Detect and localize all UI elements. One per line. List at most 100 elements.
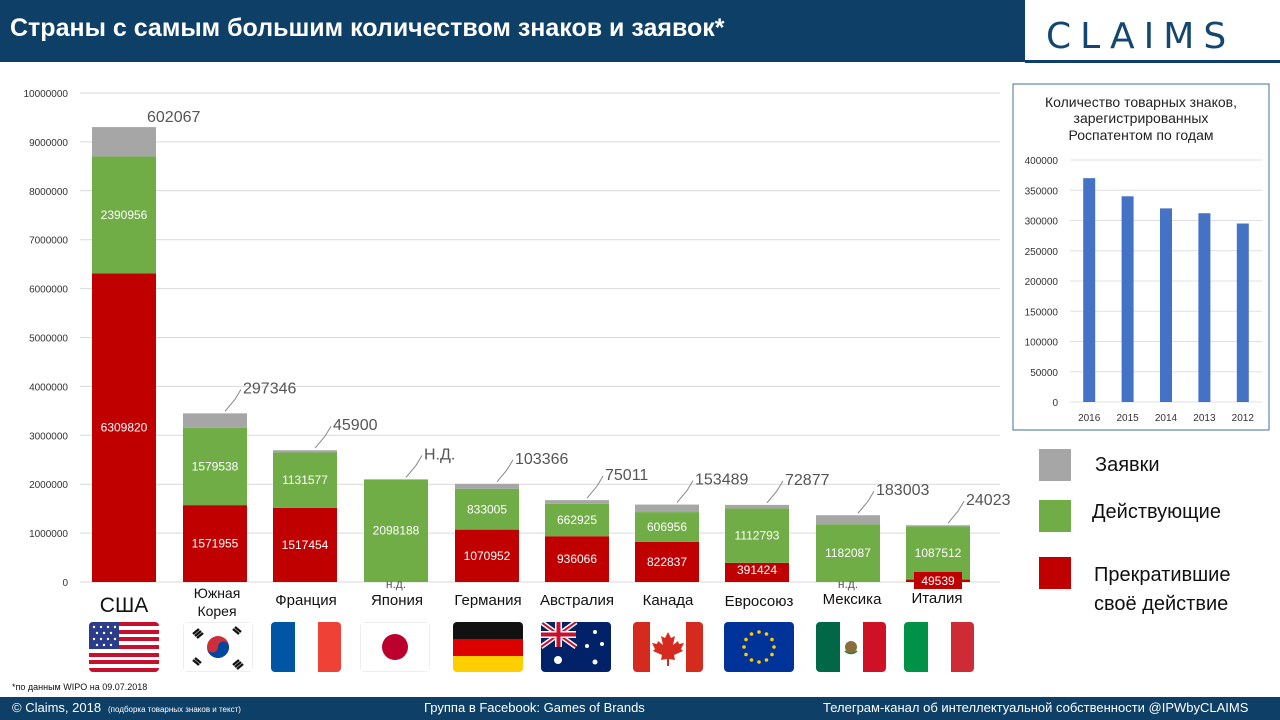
footer-facebook-group: Группа в Facebook: Games of Brands [424, 700, 645, 715]
inset-y-tick-label: 0 [1052, 398, 1058, 409]
bar-terminated [725, 562, 789, 582]
country-germany: Германия [454, 592, 522, 609]
page-title: Страны с самым большим количеством знако… [10, 14, 725, 42]
bar-applications [725, 504, 789, 509]
bar-terminated [545, 536, 609, 582]
bar-label-applications: 153489 [695, 472, 748, 489]
legend-label-active: Действующие [1092, 501, 1221, 523]
source-note: *по данным WIPO на 09.07.2018 [12, 682, 148, 692]
country-italy: Италия [911, 590, 963, 607]
bar-terminated [635, 541, 699, 582]
germany-flag-icon [453, 622, 523, 672]
callout-line [947, 500, 965, 524]
eu-star [749, 632, 754, 636]
bar-label-terminated: 936066 [557, 552, 597, 566]
inset-bar [1083, 178, 1096, 402]
bar-applications [545, 500, 609, 504]
bar-active [364, 479, 428, 582]
bar-active [455, 488, 519, 530]
bar-active [545, 503, 609, 537]
eu-star [749, 658, 754, 662]
inset-x-tick-label: 2013 [1193, 413, 1216, 424]
country-south-korea-line2: Корея [197, 603, 237, 619]
bar-label-active: 662925 [557, 513, 597, 527]
bar-label-applications: 72877 [785, 472, 830, 489]
bar-label-applications: 183003 [876, 482, 929, 499]
footer-telegram-channel: Телеграм-канал об интеллектуальной собст… [823, 700, 1249, 715]
bar-active [906, 526, 970, 580]
bar-active [183, 427, 247, 506]
y-tick-label: 0 [62, 578, 68, 589]
south-korea-flag-icon [183, 622, 253, 672]
country-usa: США [99, 594, 149, 617]
country-japan: Япония [370, 592, 424, 609]
country-south-korea-line1: Южная [193, 585, 241, 601]
bar-active [725, 508, 789, 563]
inset-y-tick-label: 200000 [1025, 277, 1059, 288]
y-tick-label: 8000000 [29, 187, 68, 198]
chart-area: 0100000020000003000000400000050000006000… [24, 83, 1270, 591]
inset-x-tick-label: 2014 [1155, 413, 1178, 424]
canada-flag-icon [633, 622, 703, 672]
main-labels: 6309820 2390956 602067 1571955 1579538 297346… [101, 109, 1011, 591]
inset-title-line1: Количество товарных знаков, [1045, 94, 1237, 110]
inset-bar [1121, 196, 1134, 402]
callout-line [586, 475, 604, 499]
bar-applications [92, 127, 156, 157]
header-rule [1025, 60, 1280, 63]
y-tick-label: 6000000 [29, 285, 68, 296]
bar-terminated [455, 529, 519, 582]
y-tick-label: 4000000 [29, 382, 68, 393]
bar-label-terminated: 1070952 [464, 549, 511, 563]
eu-star [764, 632, 769, 636]
bar-label-active: 606956 [647, 520, 687, 534]
inset-y-tick-label: 300000 [1025, 217, 1059, 228]
callout-line [314, 425, 332, 449]
eu-star [757, 660, 761, 664]
inset-y-tick-label: 150000 [1025, 307, 1059, 318]
bar-label-applications: 602067 [147, 109, 200, 126]
y-tick-label: 3000000 [29, 431, 68, 442]
italy-flag-icon [904, 622, 974, 672]
bar-active [635, 512, 699, 542]
bar-label-active: 833005 [467, 502, 507, 516]
legend-label-terminated-2: своё действие [1094, 593, 1229, 615]
bar-applications [183, 413, 247, 428]
callout-line [857, 490, 875, 514]
inset-bar [1236, 223, 1249, 402]
bar-terminated [183, 505, 247, 582]
usa-flag-icon [89, 622, 159, 672]
y-tick-label: 10000000 [24, 89, 69, 100]
eu-star [770, 637, 774, 642]
france-flag-icon [271, 622, 341, 672]
bar-label-bg [914, 572, 962, 589]
bar-label-applications: 103366 [515, 451, 568, 468]
eu-star [770, 652, 774, 657]
eu-star [764, 658, 769, 662]
australia-flag-icon [541, 622, 611, 672]
bar-label-terminated: 1571955 [192, 537, 239, 551]
bar-label-applications: 45900 [333, 417, 378, 434]
bar-label-terminated-na: н.д. [838, 577, 858, 591]
bar-label-active: 1182087 [825, 546, 871, 560]
bar-label-active: 2098188 [373, 524, 420, 538]
callout-line [676, 480, 694, 503]
inset-x-tick-label: 2016 [1078, 413, 1101, 424]
bar-applications [635, 504, 699, 513]
inset-y-tick-label: 400000 [1025, 156, 1059, 167]
claims-logo: CLAIMS [1046, 16, 1236, 57]
bar-label-terminated: 822837 [647, 555, 687, 569]
inset-y-tick-label: 250000 [1025, 247, 1059, 258]
mexico-flag-icon [816, 622, 886, 672]
bar-label-terminated: 1517454 [282, 538, 329, 552]
inset-bar [1160, 208, 1172, 402]
inset-bar [1198, 213, 1211, 402]
header-bar: Страны с самым большим количеством знако… [0, 0, 1025, 62]
bar-terminated [273, 507, 337, 582]
footer-copyright-note: (подборка товарных знаков и текст) [108, 705, 241, 714]
inset-title-line3: Роспатентом по годам [1068, 127, 1213, 143]
legend-swatch-terminated [1039, 557, 1071, 589]
bar-active [273, 452, 337, 508]
bar-label-terminated: 6309820 [101, 421, 148, 435]
country-australia: Австралия [539, 592, 615, 609]
